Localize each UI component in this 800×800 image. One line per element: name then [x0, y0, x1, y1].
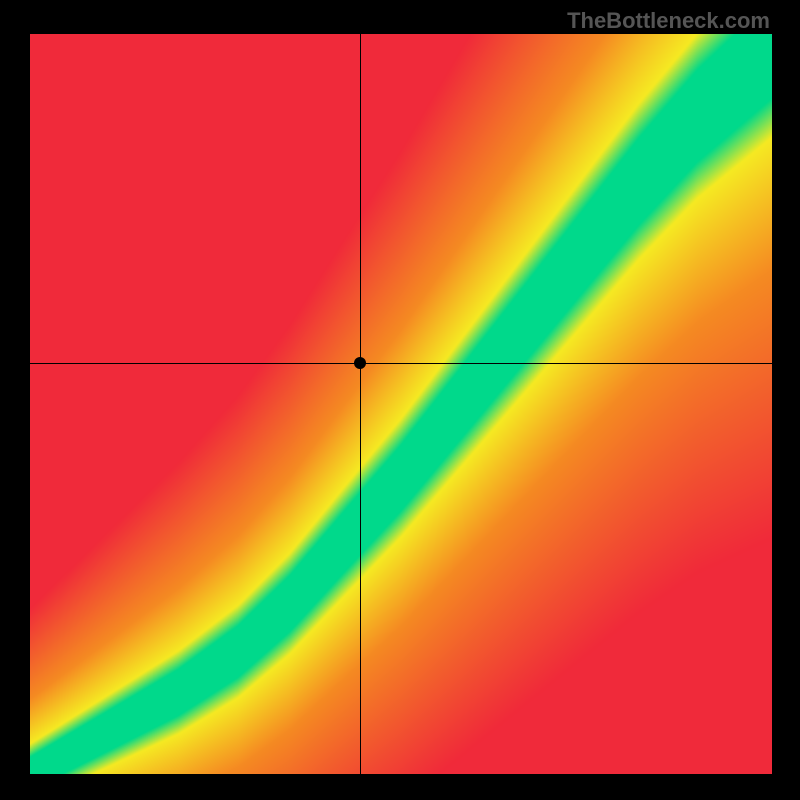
crosshair-marker: [354, 357, 366, 369]
chart-container: TheBottleneck.com: [0, 0, 800, 800]
plot-area: [30, 34, 772, 774]
watermark-text: TheBottleneck.com: [567, 8, 770, 34]
heatmap-canvas: [30, 34, 772, 774]
crosshair-horizontal: [30, 363, 772, 364]
crosshair-vertical: [360, 34, 361, 774]
